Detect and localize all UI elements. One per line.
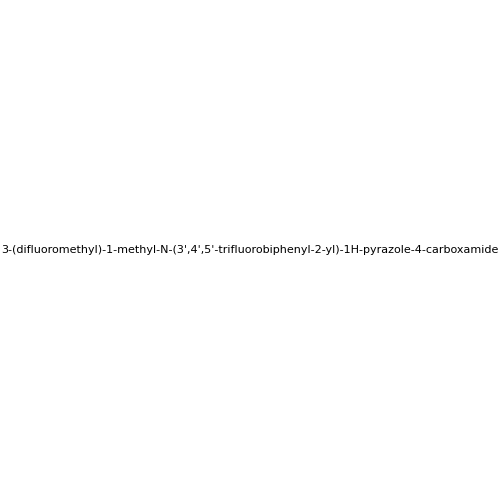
- Text: 3-(difluoromethyl)-1-methyl-N-(3',4',5'-trifluorobiphenyl-2-yl)-1H-pyrazole-4-ca: 3-(difluoromethyl)-1-methyl-N-(3',4',5'-…: [2, 245, 498, 255]
